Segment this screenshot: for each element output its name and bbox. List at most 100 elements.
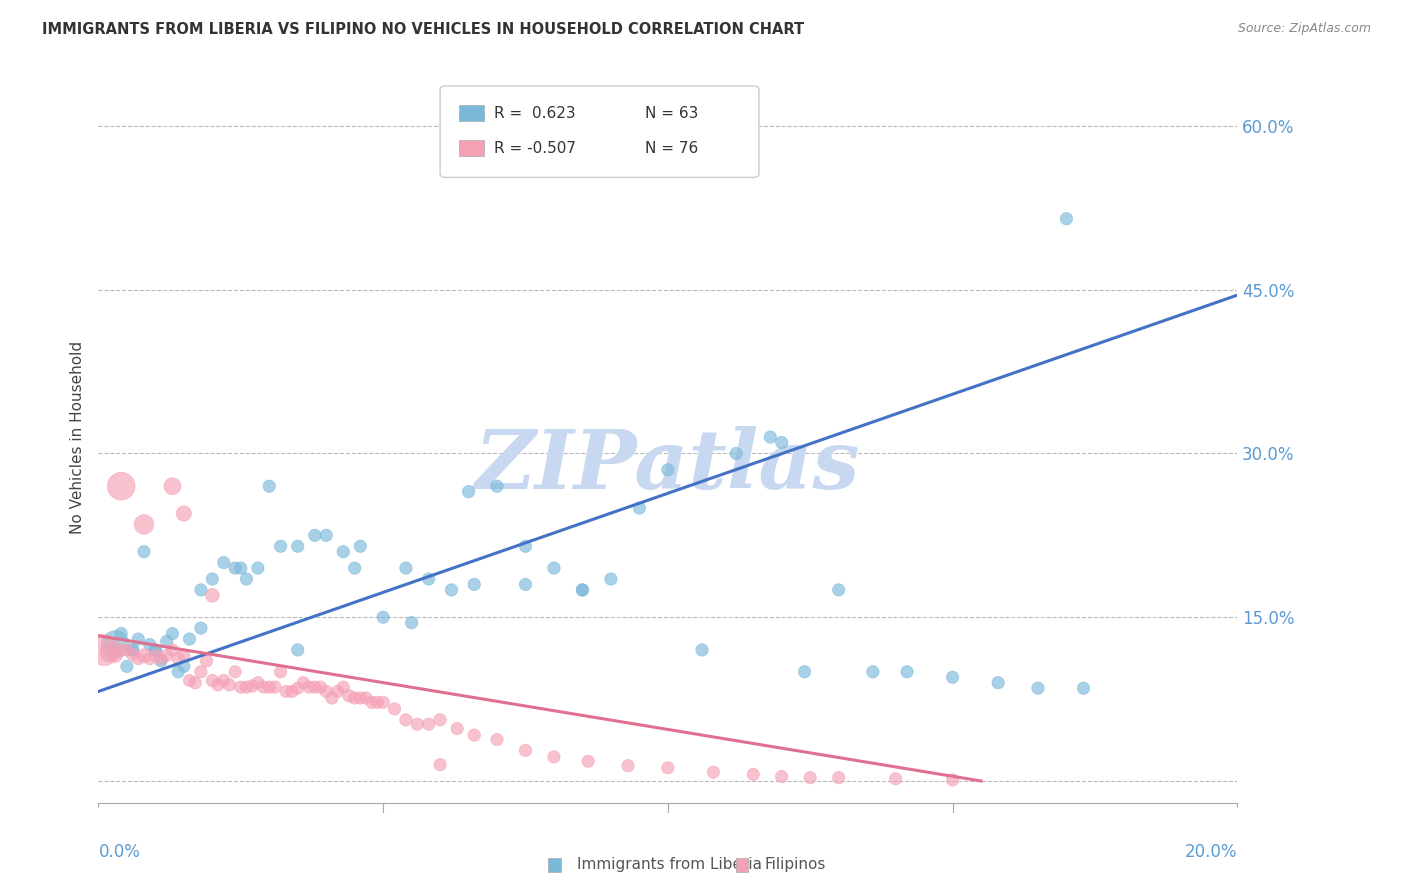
- Point: [207, 678, 229, 692]
- Point: [799, 771, 821, 785]
- Point: [326, 684, 349, 698]
- Point: [828, 582, 851, 597]
- Point: [1026, 681, 1049, 695]
- Point: [337, 689, 360, 703]
- Point: [770, 770, 793, 784]
- Point: [132, 517, 155, 532]
- Point: [1073, 681, 1095, 695]
- Point: [270, 539, 292, 553]
- Text: Source: ZipAtlas.com: Source: ZipAtlas.com: [1237, 22, 1371, 36]
- Point: [150, 651, 173, 665]
- Point: [1056, 211, 1078, 226]
- Point: [486, 479, 509, 493]
- Bar: [460, 105, 485, 121]
- Point: [235, 572, 257, 586]
- Point: [162, 626, 184, 640]
- Point: [145, 643, 167, 657]
- Point: [212, 673, 235, 688]
- Point: [229, 561, 252, 575]
- Point: [173, 507, 195, 521]
- Point: [332, 680, 354, 694]
- Point: [132, 648, 155, 663]
- Point: [167, 651, 190, 665]
- Point: [770, 435, 793, 450]
- Point: [309, 680, 332, 694]
- Point: [212, 556, 235, 570]
- Point: [884, 772, 907, 786]
- Point: [896, 665, 918, 679]
- Point: [315, 528, 337, 542]
- Text: IMMIGRANTS FROM LIBERIA VS FILIPINO NO VEHICLES IN HOUSEHOLD CORRELATION CHART: IMMIGRANTS FROM LIBERIA VS FILIPINO NO V…: [42, 22, 804, 37]
- Point: [110, 626, 132, 640]
- Point: [121, 648, 143, 662]
- Point: [942, 772, 965, 787]
- Point: [742, 767, 765, 781]
- Point: [793, 665, 815, 679]
- Bar: [737, 858, 748, 871]
- Point: [440, 582, 463, 597]
- Point: [418, 717, 440, 731]
- Point: [156, 648, 179, 663]
- Point: [315, 684, 337, 698]
- Point: [401, 615, 423, 630]
- Point: [690, 643, 713, 657]
- Point: [628, 501, 651, 516]
- Point: [173, 648, 195, 663]
- Point: [104, 643, 127, 657]
- Point: [138, 638, 160, 652]
- Point: [571, 582, 593, 597]
- Bar: [460, 140, 485, 156]
- Point: [150, 654, 173, 668]
- Point: [349, 691, 371, 706]
- Point: [657, 463, 679, 477]
- Point: [246, 561, 269, 575]
- Point: [195, 654, 218, 668]
- Point: [343, 691, 366, 706]
- Point: [224, 665, 246, 679]
- Point: [190, 582, 212, 597]
- Text: N = 63: N = 63: [645, 105, 699, 120]
- Bar: [548, 858, 561, 871]
- Point: [201, 572, 224, 586]
- Point: [515, 539, 537, 553]
- Point: [184, 675, 207, 690]
- Text: Filipinos: Filipinos: [765, 857, 827, 872]
- Point: [366, 695, 388, 709]
- Point: [543, 561, 565, 575]
- Point: [132, 545, 155, 559]
- Y-axis label: No Vehicles in Household: No Vehicles in Household: [70, 341, 86, 533]
- Point: [98, 645, 121, 659]
- Point: [571, 582, 593, 597]
- Point: [115, 643, 138, 657]
- Point: [702, 765, 724, 780]
- Point: [167, 665, 190, 679]
- Point: [343, 561, 366, 575]
- Point: [110, 643, 132, 657]
- Point: [292, 675, 315, 690]
- Point: [162, 479, 184, 493]
- Point: [127, 651, 149, 665]
- Point: [360, 695, 382, 709]
- Point: [463, 577, 485, 591]
- Point: [270, 665, 292, 679]
- Text: ZIPatlas: ZIPatlas: [475, 426, 860, 507]
- FancyBboxPatch shape: [440, 86, 759, 178]
- Point: [942, 670, 965, 684]
- Point: [104, 648, 127, 663]
- Point: [121, 643, 143, 657]
- Point: [173, 659, 195, 673]
- Point: [515, 577, 537, 591]
- Point: [145, 643, 167, 657]
- Point: [304, 528, 326, 542]
- Point: [457, 484, 479, 499]
- Point: [179, 673, 201, 688]
- Point: [190, 621, 212, 635]
- Point: [235, 680, 257, 694]
- Point: [276, 684, 298, 698]
- Text: Immigrants from Liberia: Immigrants from Liberia: [576, 857, 762, 872]
- Point: [354, 691, 377, 706]
- Point: [246, 675, 269, 690]
- Point: [201, 588, 224, 602]
- Point: [384, 702, 406, 716]
- Point: [429, 713, 451, 727]
